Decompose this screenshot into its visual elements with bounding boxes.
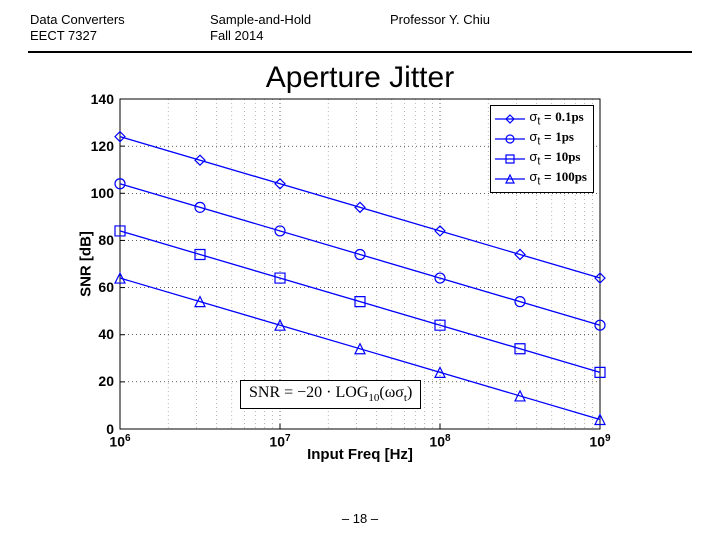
legend-item: σt = 10ps — [495, 149, 587, 169]
y-tick-label: 100 — [91, 185, 120, 201]
y-axis-label: SNR [dB] — [78, 231, 95, 297]
x-tick-label: 109 — [589, 429, 610, 450]
y-tick-label: 60 — [98, 279, 120, 295]
y-tick-label: 140 — [91, 91, 120, 107]
y-tick-label: 40 — [98, 326, 120, 342]
snr-chart: SNR [dB] Input Freq [Hz] 020406080100120… — [120, 99, 600, 429]
legend-label: σt = 100ps — [529, 169, 587, 189]
legend-item: σt = 100ps — [495, 169, 587, 189]
page-number: – 18 – — [0, 511, 720, 526]
course-name: Data Converters — [30, 12, 210, 28]
term: Fall 2014 — [210, 28, 390, 44]
legend-item: σt = 1ps — [495, 129, 587, 149]
y-tick-label: 20 — [98, 373, 120, 389]
header-divider — [28, 51, 692, 53]
slide-header: Data Converters EECT 7327 Sample-and-Hol… — [0, 0, 720, 51]
topic-name: Sample-and-Hold — [210, 12, 390, 28]
legend-label: σt = 0.1ps — [529, 109, 583, 129]
equation-box: SNR = −20 · LOG10(ωσt) — [240, 380, 421, 408]
x-tick-label: 108 — [429, 429, 450, 450]
legend-item: σt = 0.1ps — [495, 109, 587, 129]
course-code: EECT 7327 — [30, 28, 210, 44]
x-axis-label: Input Freq [Hz] — [307, 446, 413, 463]
y-tick-label: 120 — [91, 138, 120, 154]
legend-label: σt = 1ps — [529, 129, 574, 149]
x-tick-label: 107 — [269, 429, 290, 450]
legend: σt = 0.1psσt = 1psσt = 10psσt = 100ps — [490, 105, 594, 194]
legend-label: σt = 10ps — [529, 149, 580, 169]
slide-title: Aperture Jitter — [0, 61, 720, 95]
x-tick-label: 106 — [109, 429, 130, 450]
professor: Professor Y. Chiu — [390, 12, 690, 28]
y-tick-label: 80 — [98, 232, 120, 248]
